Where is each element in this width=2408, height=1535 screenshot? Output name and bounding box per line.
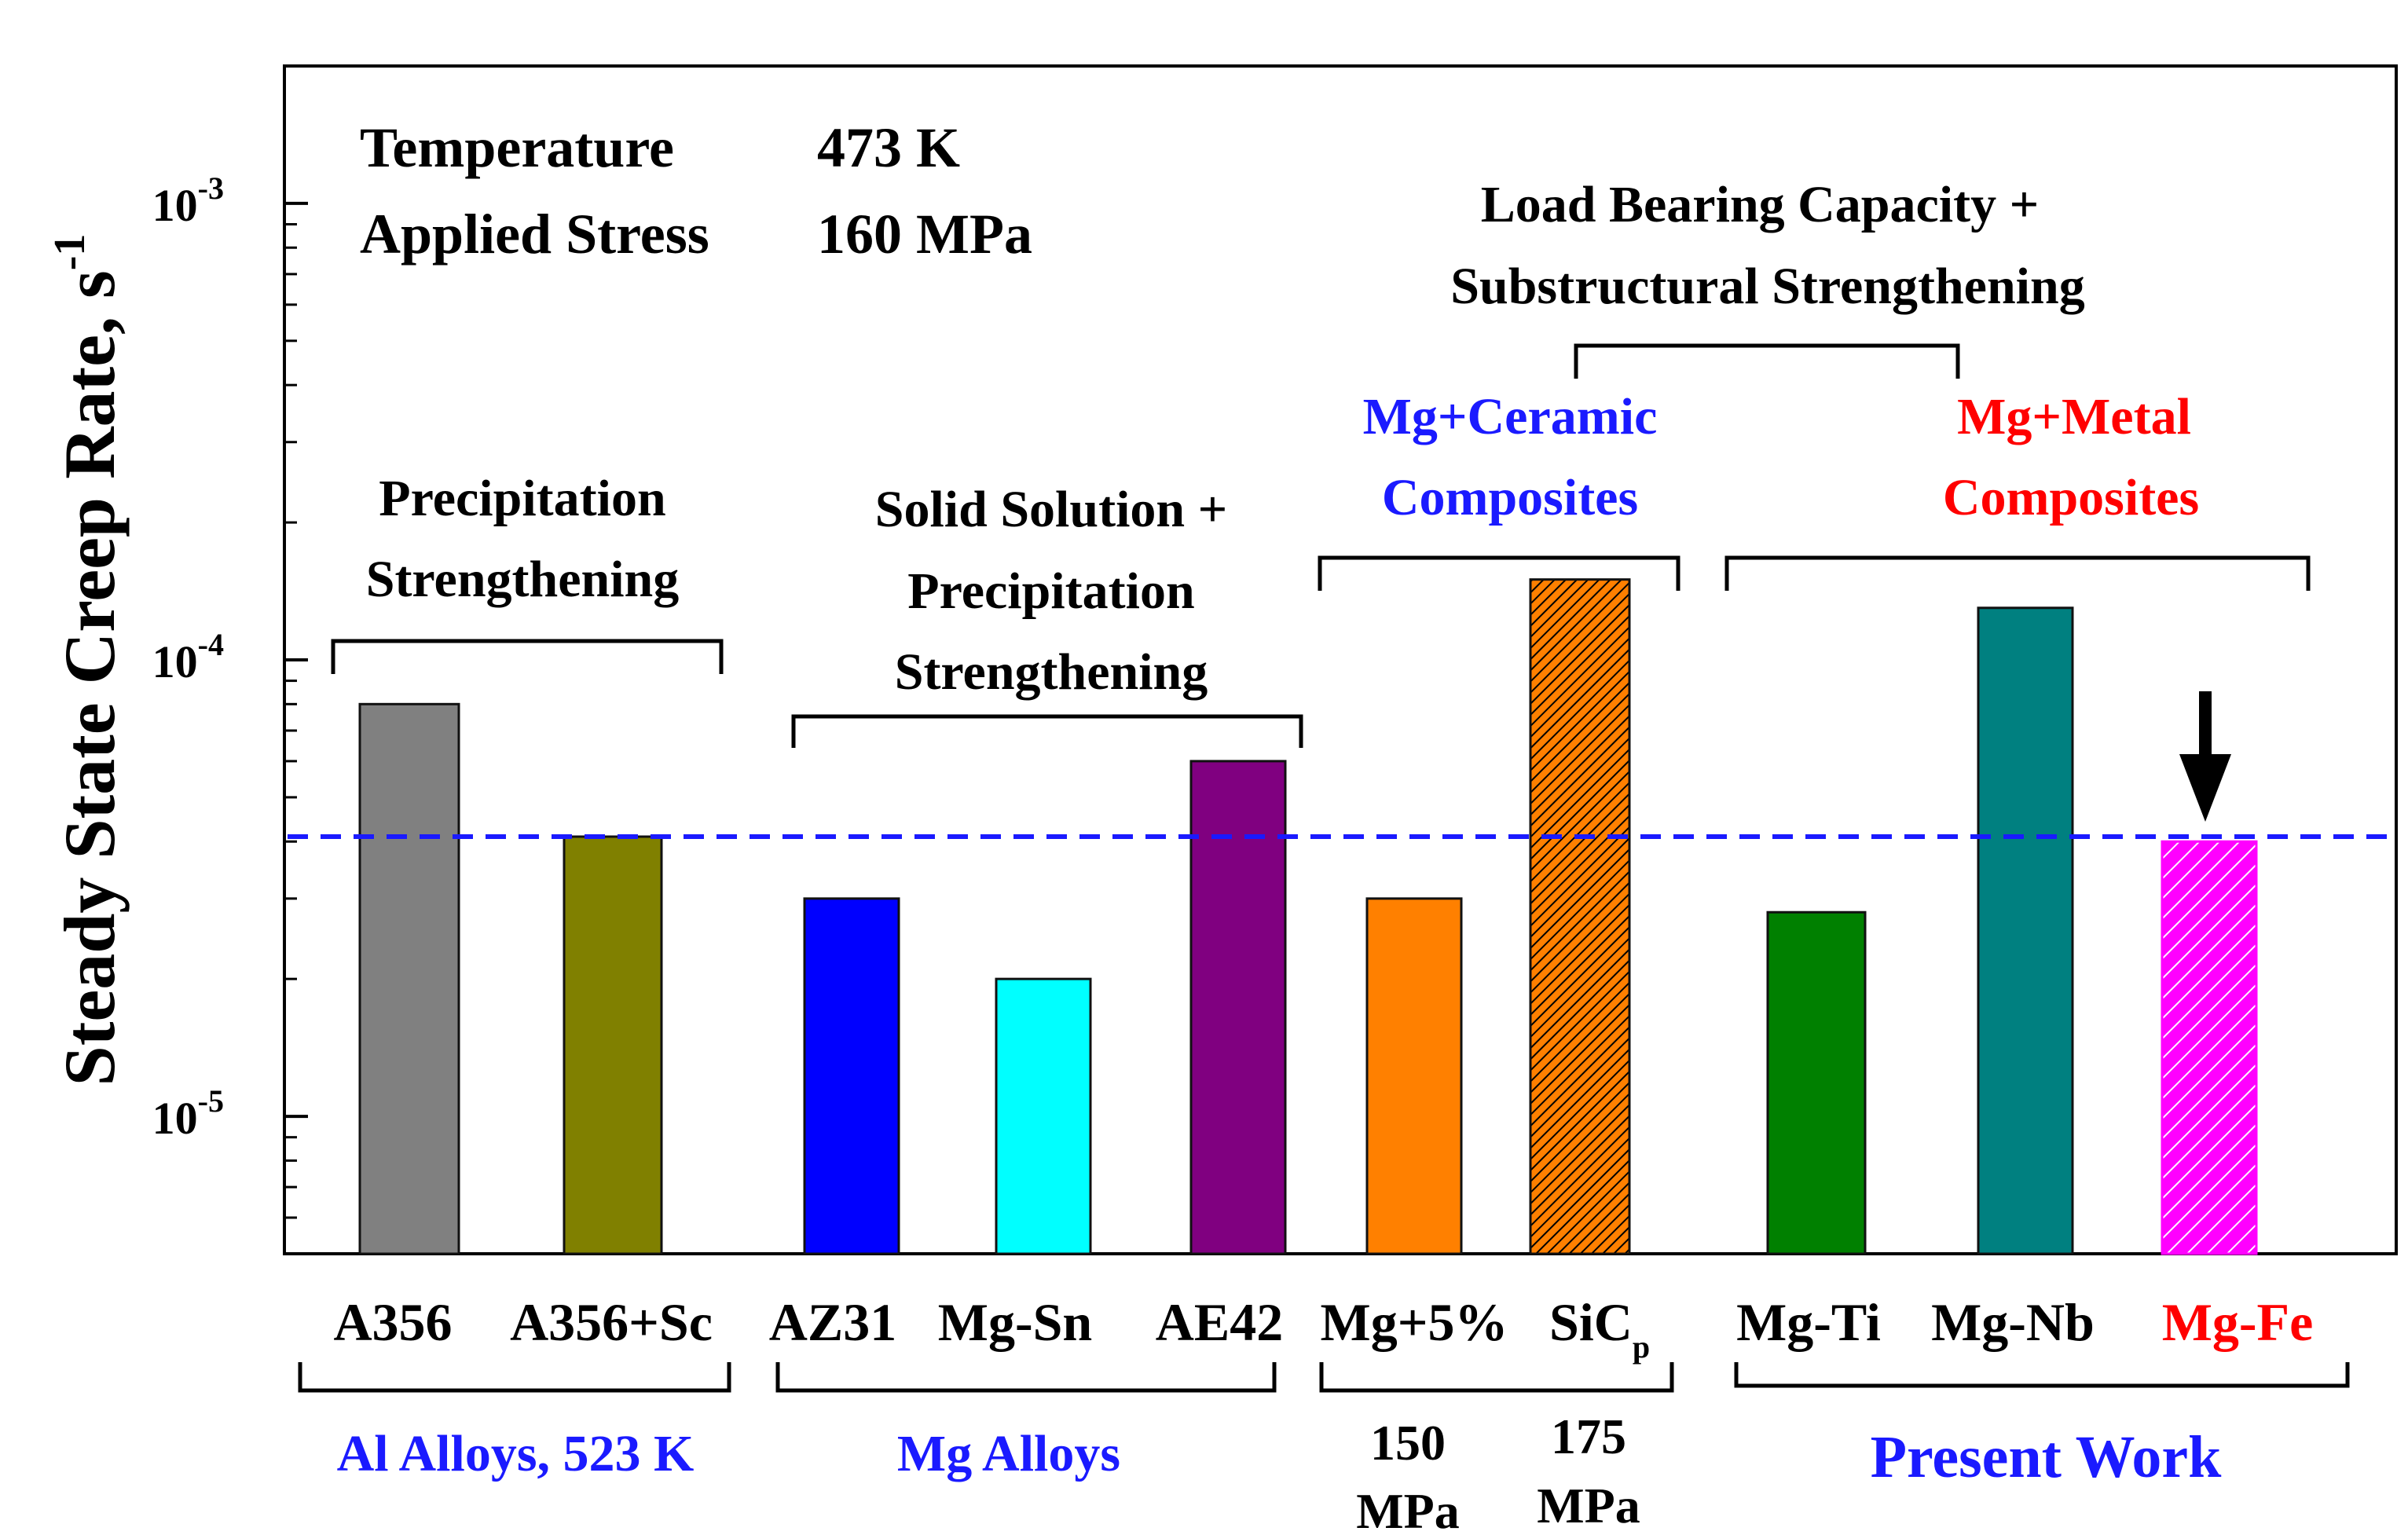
load-bearing-line2: Substructural Strengthening — [1450, 258, 2084, 315]
solid-solution-line2: Precipitation — [907, 562, 1194, 620]
present-work-label: Present Work — [1871, 1424, 2223, 1490]
bar-mg-5-sicp-150-mpa — [1365, 897, 1463, 1255]
x-tick-label: Mg-Sn — [938, 1292, 1092, 1352]
x-tick-text: A356 — [333, 1292, 452, 1352]
bar-az31 — [803, 897, 900, 1255]
y-tick-exponent: -3 — [198, 170, 224, 206]
bar-mg-ti — [1766, 910, 1867, 1255]
x-tick-text: SiC — [1549, 1292, 1633, 1352]
x-tick-text: Mg+5% — [1321, 1292, 1508, 1352]
y-tick-base: 10 — [152, 636, 198, 687]
precipitation-annotation: Precipitation Strengthening — [366, 470, 680, 608]
present-work-bracket — [1734, 1362, 2350, 1388]
x-tick-text: AE42 — [1156, 1292, 1283, 1352]
solid-solution-bracket — [791, 714, 1303, 748]
ceramic-line1: Mg+Ceramic — [1363, 388, 1658, 445]
applied-stress-value: 160 MPa — [817, 203, 1032, 266]
y-axis: 10-310-410-5 — [152, 64, 308, 1219]
temperature-label: Temperature — [360, 116, 674, 179]
metal-line1: Mg+Metal — [1957, 388, 2191, 445]
solid-solution-line3: Strengthening — [895, 643, 1208, 701]
bar-mg-5-sicp-175-mpa — [1529, 578, 1631, 1255]
x-tick-label: SiCp — [1549, 1292, 1650, 1365]
temperature-value: 473 K — [817, 116, 960, 179]
x-tick-text: AZ31 — [769, 1292, 896, 1352]
mg-alloys-label: Mg Alloys — [897, 1425, 1120, 1482]
y-tick-label: 10-5 — [152, 1083, 224, 1144]
stress-labels: 150 MPa 175 MPa — [1356, 1409, 1640, 1535]
conditions-block: Temperature 473 K Applied Stress 160 MPa — [360, 116, 1032, 266]
x-tick-label: Mg-Ti — [1736, 1292, 1881, 1352]
x-tick-text: Mg-Fe — [2162, 1292, 2314, 1352]
x-tick-label: Mg-Nb — [1931, 1292, 2095, 1352]
al-alloys-bracket — [298, 1362, 731, 1393]
load-bearing-annotation: Load Bearing Capacity + Substructural St… — [1450, 176, 2084, 315]
solid-solution-annotation: Solid Solution + Precipitation Strengthe… — [875, 481, 1227, 701]
bar-ae42 — [1189, 760, 1287, 1255]
bar-mg-fe — [2161, 840, 2258, 1255]
ceramic-bracket — [1318, 555, 1680, 591]
x-tick-text: A356+Sc — [510, 1292, 713, 1352]
bar-a356-sc — [563, 835, 663, 1255]
bar-mg-nb — [1977, 606, 2074, 1255]
y-tick-label: 10-4 — [152, 627, 224, 687]
stress-175-unit: MPa — [1537, 1478, 1640, 1533]
x-tick-text: Mg-Ti — [1736, 1292, 1881, 1352]
bars — [358, 578, 2258, 1255]
x-tick-label: Mg-Fe — [2162, 1292, 2314, 1352]
stress-150-unit: MPa — [1356, 1483, 1460, 1535]
y-axis-title: Steady State Creep Rate, s-1 — [46, 234, 130, 1086]
precipitation-line2: Strengthening — [366, 551, 680, 608]
x-tick-subscript: p — [1633, 1329, 1650, 1365]
load-bearing-line1: Load Bearing Capacity + — [1481, 176, 2039, 233]
y-tick-label: 10-3 — [152, 170, 224, 231]
x-tick-label: AZ31 — [769, 1292, 896, 1352]
mg-alloys-bracket — [775, 1362, 1277, 1393]
al-alloys-label: Al Alloys, 523 K — [337, 1425, 695, 1482]
x-tick-label: A356 — [333, 1292, 452, 1352]
metal-line2: Composites — [1943, 469, 2199, 526]
metal-bracket — [1724, 555, 2311, 591]
x-tick-text: Mg-Sn — [938, 1292, 1092, 1352]
stress-175-value: 175 — [1551, 1409, 1626, 1464]
x-tick-labels: A356 A356+Sc AZ31 Mg-Sn AE42 Mg+5% SiCp Mg-Ti Mg… — [333, 1292, 2313, 1365]
composites-bracket — [1319, 1362, 1674, 1393]
precipitation-line1: Precipitation — [379, 470, 665, 527]
x-tick-label: AE42 — [1156, 1292, 1283, 1352]
x-tick-text: Mg-Nb — [1931, 1292, 2095, 1352]
ceramic-line2: Composites — [1382, 469, 1638, 526]
x-tick-label: A356+Sc — [510, 1292, 713, 1352]
y-tick-exponent: -4 — [198, 627, 224, 662]
stress-150-value: 150 — [1370, 1415, 1446, 1471]
precipitation-bracket — [331, 639, 724, 674]
applied-stress-label: Applied Stress — [360, 203, 709, 266]
bar-mg-sn — [995, 977, 1092, 1255]
metal-annotation: Mg+Metal Composites — [1943, 388, 2199, 526]
solid-solution-line1: Solid Solution + — [875, 481, 1227, 538]
y-tick-base: 10 — [152, 1093, 198, 1144]
ceramic-annotation: Mg+Ceramic Composites — [1363, 388, 1658, 526]
mg-fe-arrow — [2179, 691, 2231, 822]
y-tick-exponent: -5 — [198, 1083, 224, 1119]
load-bearing-bracket — [1574, 343, 1960, 379]
x-tick-label: Mg+5% — [1321, 1292, 1508, 1352]
y-axis-title-superscript: -1 — [46, 234, 94, 271]
y-tick-base: 10 — [152, 180, 198, 231]
bar-a356 — [358, 702, 460, 1255]
